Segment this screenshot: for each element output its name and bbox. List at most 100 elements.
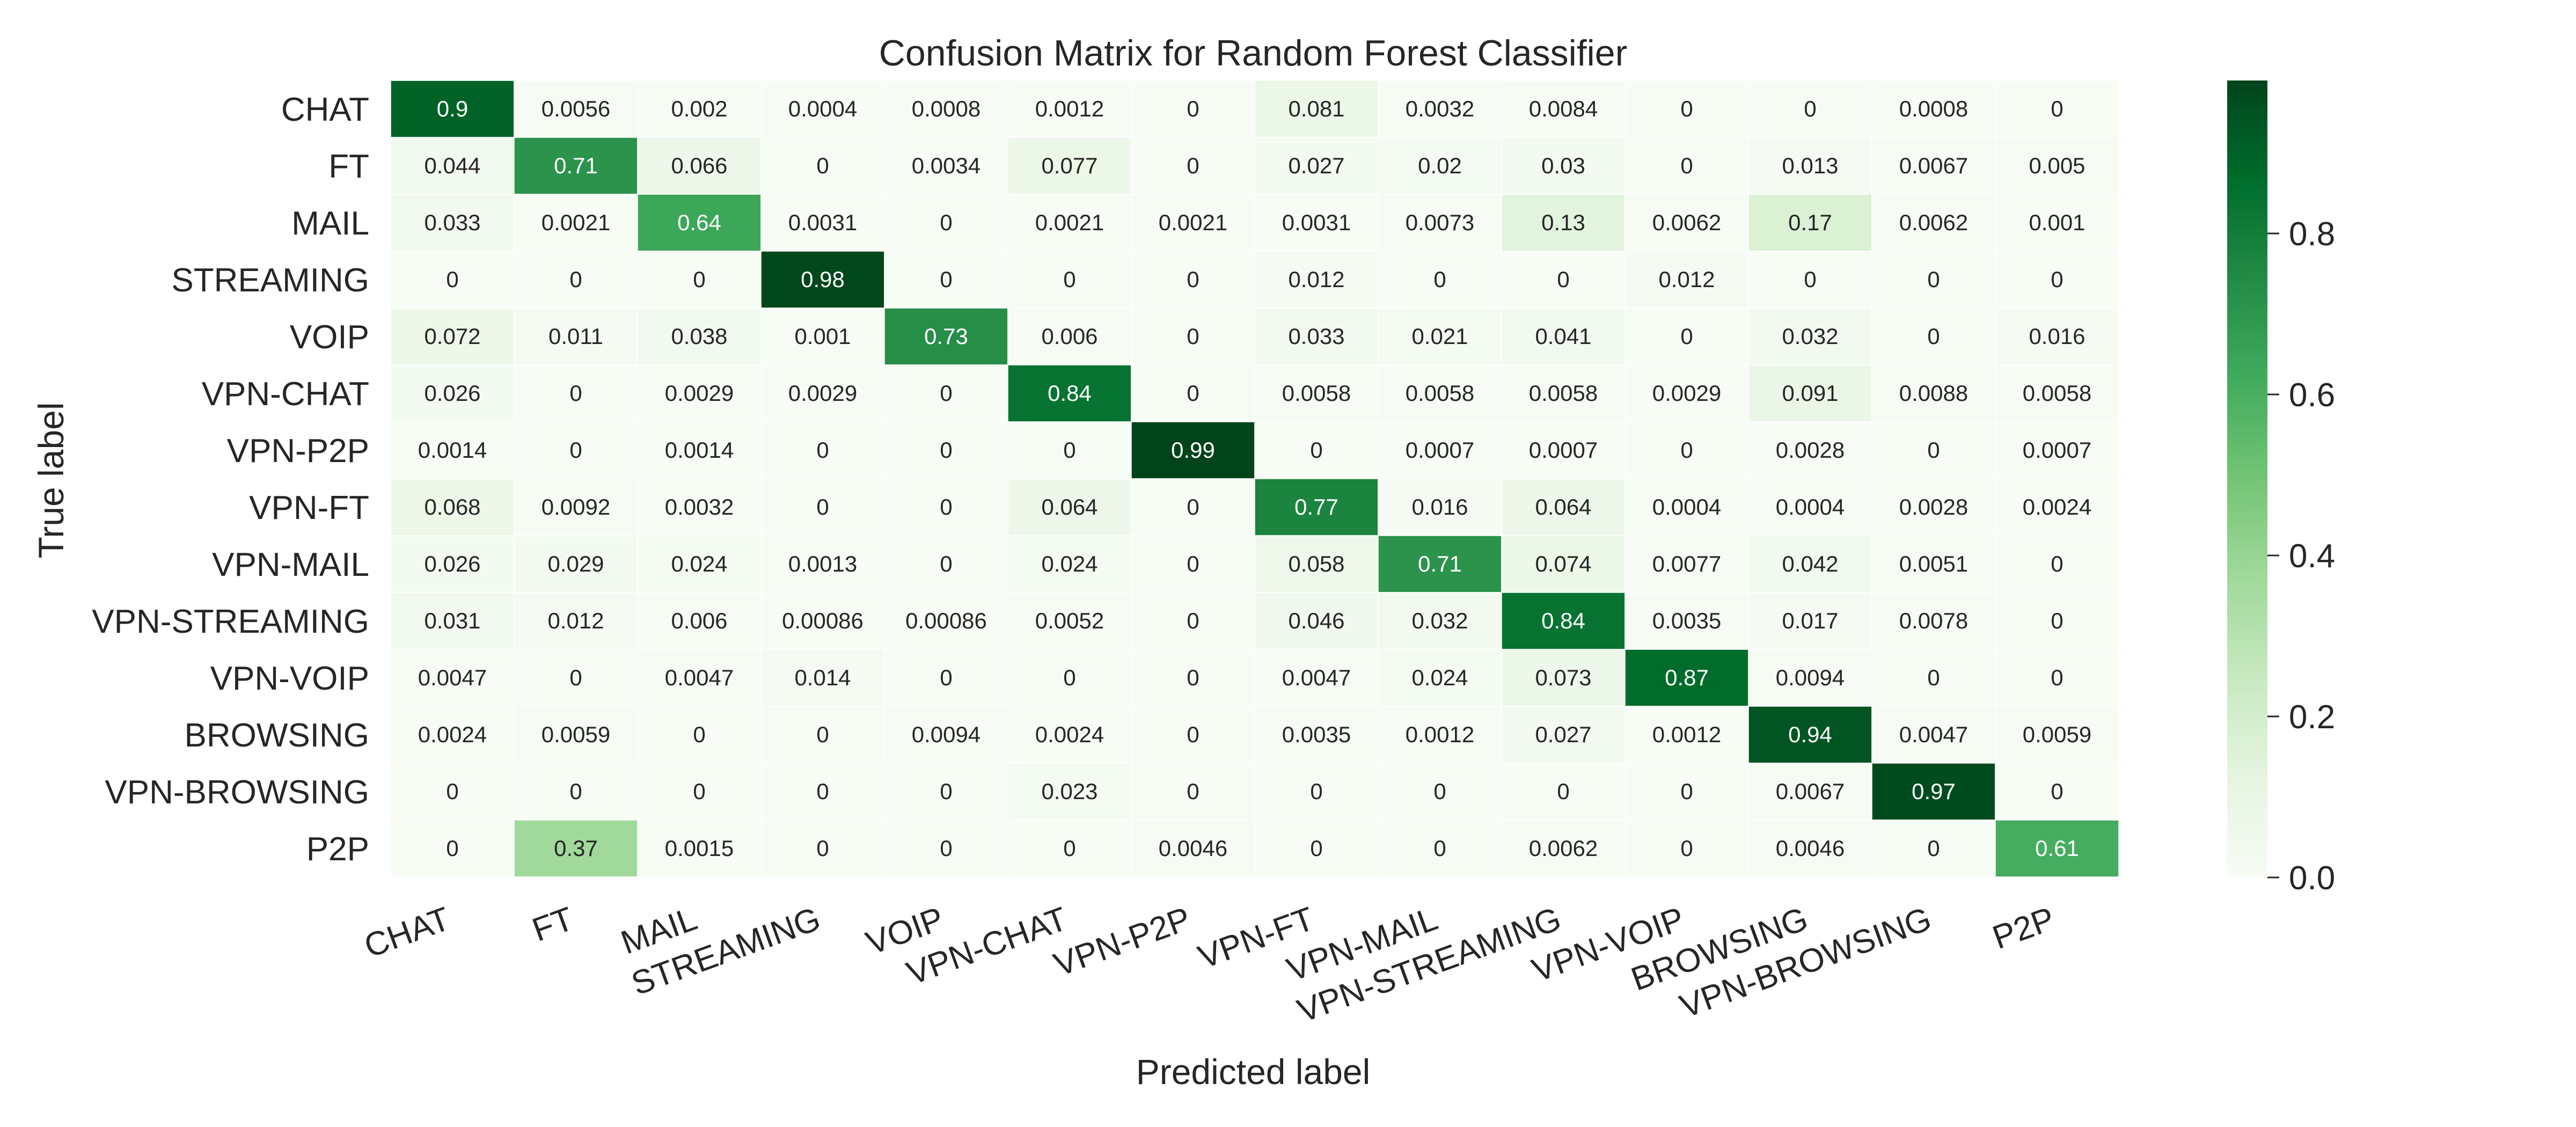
heatmap-cell (1007, 706, 1132, 764)
cell-value-label: 0.012 (547, 608, 604, 633)
cell-value-label: 0 (940, 380, 952, 406)
heatmap-cell (1995, 421, 2119, 479)
cell-value-label: 0 (569, 380, 582, 406)
cell-value-label: 0.038 (671, 324, 727, 349)
heatmap-cell (884, 763, 1008, 821)
cell-value-label: 0.84 (1048, 380, 1092, 406)
cell-value-label: 0.012 (1658, 267, 1715, 292)
cell-value-label: 0.77 (1294, 494, 1338, 519)
heatmap-cell (1748, 364, 1872, 422)
heatmap-cell (1624, 194, 1749, 252)
cell-value-label: 0.0012 (1406, 722, 1474, 747)
cell-value-label: 0.0056 (541, 96, 610, 121)
cell-value-label: 0.0029 (665, 380, 734, 406)
cell-value-label: 0 (1187, 779, 1199, 804)
heatmap-cell (1378, 592, 1502, 650)
column-label: CHAT (360, 900, 455, 965)
cell-value-label: 0 (446, 836, 458, 861)
cell-value-label: 0.024 (1041, 551, 1097, 576)
heatmap-cell (1007, 478, 1132, 536)
heatmap-cell (1995, 194, 2119, 252)
heatmap-cell (514, 649, 638, 707)
heatmap-cell (1254, 763, 1379, 821)
heatmap-cell (1995, 137, 2119, 195)
heatmap-cell (1871, 308, 1996, 365)
heatmap-cell (1131, 706, 1255, 764)
cell-value-label: 0.064 (1041, 494, 1097, 519)
heatmap-cell (1871, 80, 1996, 138)
row-label: VPN-MAIL (212, 546, 369, 583)
heatmap-cell (1378, 251, 1502, 309)
cell-value-label: 0.0047 (1899, 722, 1968, 747)
heatmap-cell (390, 478, 515, 536)
column-label: FT (528, 900, 579, 949)
cell-value-label: 0.0062 (1652, 210, 1721, 235)
cell-value-label: 0 (940, 665, 952, 690)
cell-value-label: 0 (2051, 779, 2063, 804)
cell-value-label: 0.002 (671, 96, 727, 121)
cell-value-label: 0.013 (1782, 153, 1838, 178)
heatmap-cell (390, 80, 515, 138)
cell-value-label: 0.044 (424, 153, 480, 178)
heatmap-cell (1007, 251, 1132, 309)
cell-value-label: 0.02 (1418, 153, 1462, 178)
cell-value-label: 0.03 (1541, 153, 1585, 178)
cell-value-label: 0.0059 (2023, 722, 2091, 747)
cell-value-label: 0 (816, 722, 829, 747)
cell-value-label: 0.0035 (1652, 608, 1721, 633)
heatmap-cell (637, 592, 762, 650)
colorbar-tick-label: 0.2 (2289, 699, 2335, 736)
cell-value-label: 0 (1187, 665, 1199, 690)
heatmap-cell (514, 364, 638, 422)
heatmap-cell (1007, 137, 1132, 195)
heatmap-cell (1624, 421, 1749, 479)
cell-value-label: 0 (2051, 96, 2063, 121)
heatmap-cell (1007, 364, 1132, 422)
cell-value-label: 0 (1680, 836, 1693, 861)
heatmap-cell (1995, 364, 2119, 422)
heatmap-cell (1131, 421, 1255, 479)
cell-value-label: 0 (693, 722, 705, 747)
cell-value-label: 0.0047 (418, 665, 487, 690)
row-label: VPN-P2P (227, 433, 369, 470)
cell-value-label: 0.0062 (1899, 210, 1968, 235)
cell-value-label: 0.005 (2029, 153, 2085, 178)
cell-value-label: 0.0058 (1282, 380, 1351, 406)
cell-value-label: 0 (693, 779, 705, 804)
heatmap-cell (1254, 535, 1379, 593)
cell-value-label: 0.64 (677, 210, 721, 235)
heatmap-cell (1995, 649, 2119, 707)
heatmap-cell (1501, 80, 1626, 138)
colorbar-tick-label: 0.6 (2289, 377, 2335, 414)
cell-value-label: 0.17 (1788, 210, 1832, 235)
cell-value-label: 0.0088 (1899, 380, 1968, 406)
heatmap-cell (884, 649, 1008, 707)
cell-value-label: 0.0029 (1652, 380, 1721, 406)
cell-value-label: 0 (1187, 324, 1199, 349)
cell-value-label: 0.0012 (1652, 722, 1721, 747)
heatmap-cell (1501, 194, 1626, 252)
heatmap-cell (1131, 137, 1255, 195)
cell-value-label: 0.017 (1782, 608, 1838, 633)
heatmap-cell (1131, 478, 1255, 536)
heatmap-cell (514, 478, 638, 536)
heatmap-cell (760, 649, 885, 707)
heatmap-cell (1871, 763, 1996, 821)
heatmap-cell (514, 819, 638, 877)
cell-value-label: 0 (940, 494, 952, 519)
heatmap-cell (1995, 80, 2119, 138)
heatmap-cell (884, 364, 1008, 422)
heatmap-cell (1871, 137, 1996, 195)
cell-value-label: 0.0004 (1652, 494, 1721, 519)
heatmap-cell (1501, 649, 1626, 707)
cell-value-label: 0.033 (424, 210, 480, 235)
heatmap-cell (637, 364, 762, 422)
heatmap-cell (1254, 308, 1379, 365)
cell-value-label: 0.029 (547, 551, 604, 576)
cell-value-label: 0 (1680, 96, 1693, 121)
heatmap-cell (1995, 308, 2119, 365)
heatmap-cell (1254, 706, 1379, 764)
heatmap-cell (637, 706, 762, 764)
heatmap-cell (1995, 706, 2119, 764)
